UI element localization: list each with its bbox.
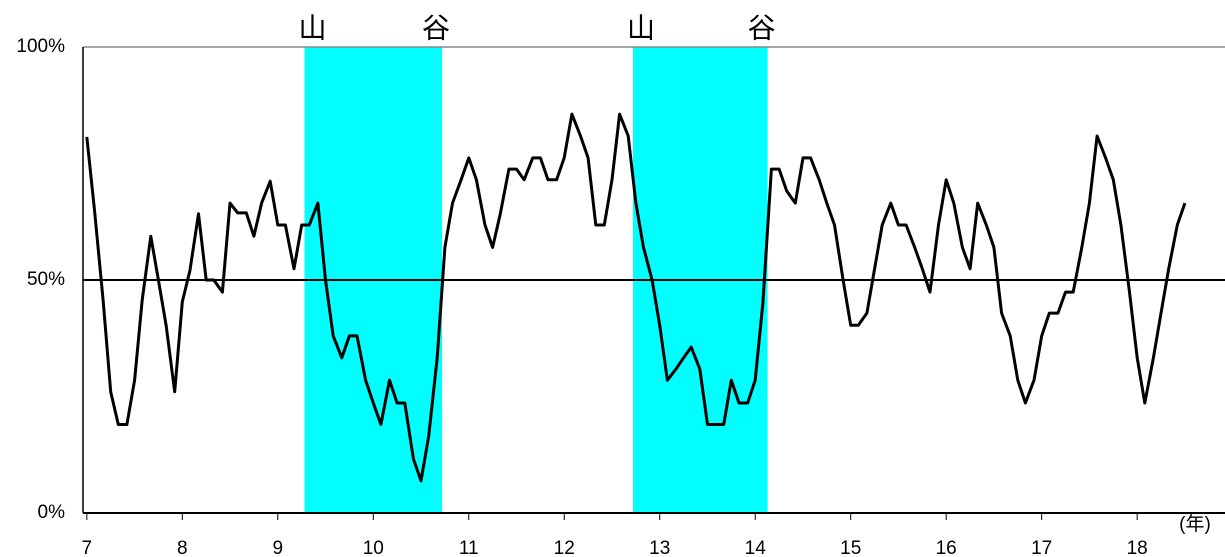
x-tick-label: 8 <box>177 538 188 557</box>
data-line <box>85 112 1187 483</box>
x-tick-label: 18 <box>1127 538 1148 557</box>
x-tick-label: 15 <box>840 538 861 557</box>
x-tick-label: 17 <box>1031 538 1052 557</box>
x-tick-label: 9 <box>273 538 284 557</box>
x-unit: (年) <box>1179 513 1211 535</box>
x-tick-label: 14 <box>745 538 767 557</box>
x-tick-label: 16 <box>936 538 957 557</box>
region-label: 山 <box>299 12 327 43</box>
region-label: 谷 <box>422 12 450 43</box>
x-tick-label: 7 <box>82 538 93 557</box>
y-tick-label: 0% <box>38 502 66 523</box>
x-tick-label: 10 <box>363 538 384 557</box>
x-tick-label: 12 <box>554 538 575 557</box>
y-tick-label: 100% <box>16 36 65 57</box>
region-label: 山 <box>627 12 655 43</box>
x-tick-label: 13 <box>649 538 670 557</box>
x-tick-label: 11 <box>459 538 479 557</box>
region-label: 谷 <box>748 12 776 43</box>
y-tick-label: 50% <box>27 269 65 290</box>
